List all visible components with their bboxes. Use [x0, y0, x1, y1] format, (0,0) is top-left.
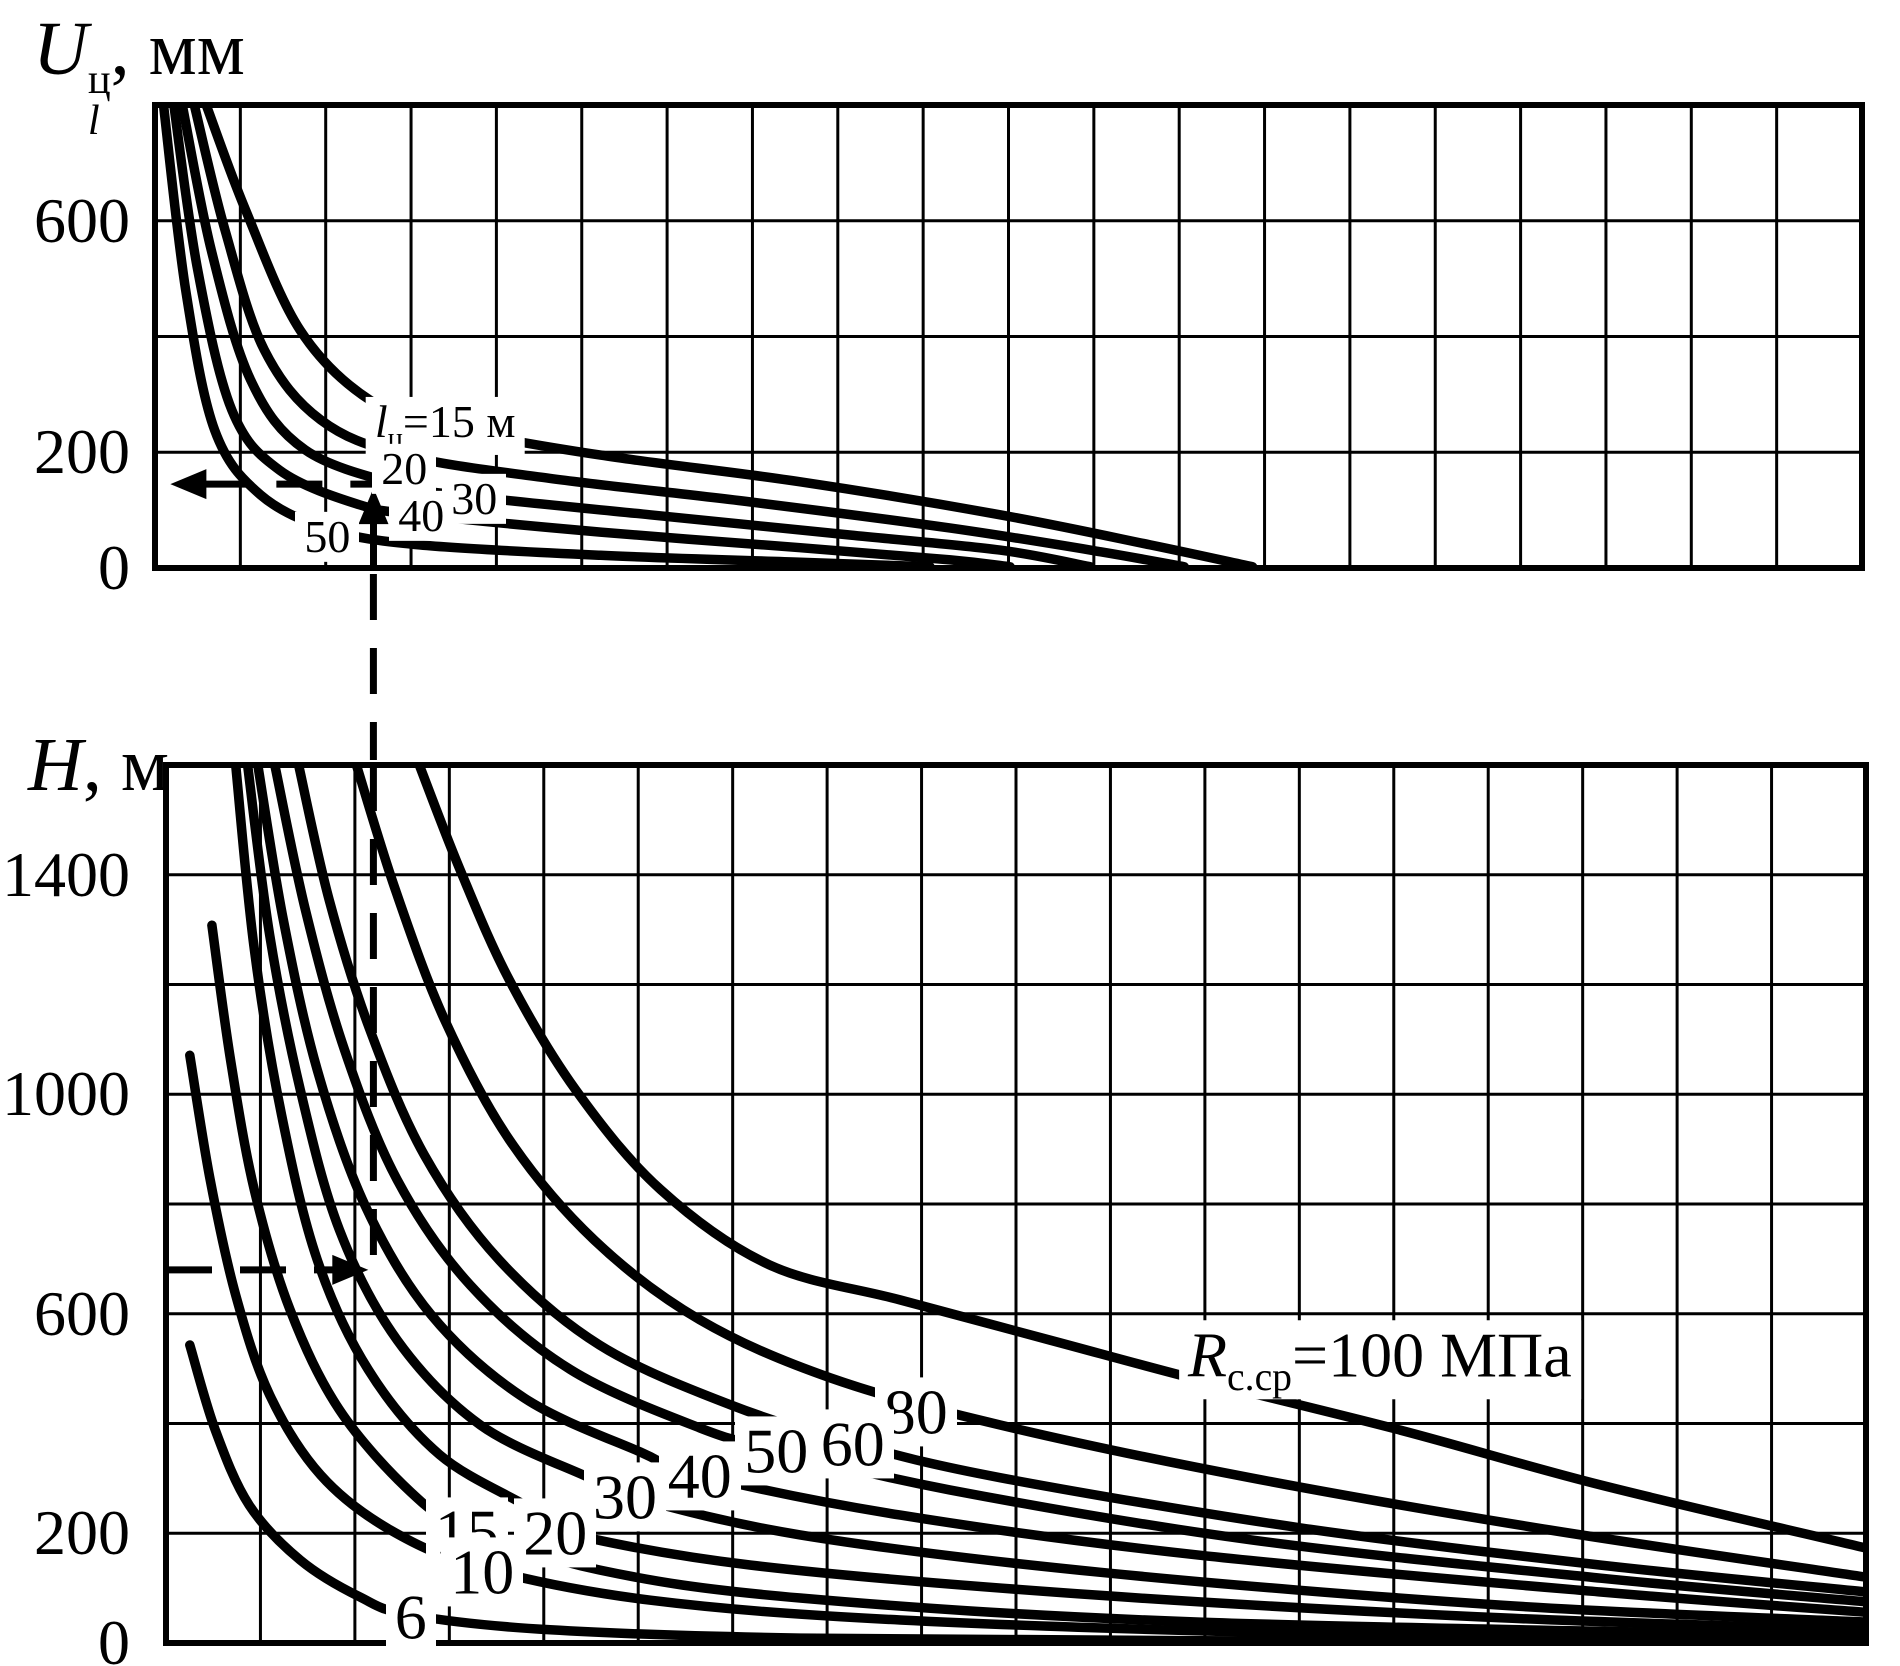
curve-R=100: [414, 764, 1867, 1553]
curve-R=40: [253, 764, 1867, 1618]
curve-label-R=10: 10: [441, 1537, 524, 1607]
curve-label-R=20: 20: [514, 1498, 597, 1568]
y-tick-label-0: 0: [98, 532, 130, 603]
top-axis-subscript: l: [87, 96, 100, 144]
curve-label-l=40: 40: [389, 490, 454, 542]
curve-R=80: [351, 764, 1867, 1582]
curve-label-l=50: 50: [295, 511, 360, 562]
curve-l=20: [189, 104, 1190, 569]
y-tick-label-600: 600: [34, 1277, 130, 1349]
curve-label-l=20: 20: [372, 443, 437, 495]
y-tick-label-0: 0: [98, 1607, 130, 1666]
curve-R=50: [270, 764, 1867, 1607]
y-tick-label-1000: 1000: [2, 1058, 130, 1130]
guide-arrowhead-right: [332, 1254, 369, 1285]
curve-label-l=30: 30: [442, 473, 507, 525]
guide-arrowhead-up: [358, 488, 389, 525]
bottom-axis-variable: H: [28, 723, 83, 807]
curve-label-R=6: 6: [385, 1582, 436, 1652]
curve-label-R=100: Rс.ср=100 МПа: [1178, 1320, 1581, 1400]
curve-label-R=60: 60: [811, 1409, 894, 1479]
y-tick-label-200: 200: [34, 1497, 130, 1569]
bottom-axis-units: , м: [82, 723, 169, 807]
bottom-depth-panel-border: [163, 762, 1869, 1646]
y-tick-label-600: 600: [34, 184, 130, 256]
bottom-depth-panel: [163, 762, 1869, 1646]
top-axis-superscript: ц: [87, 56, 111, 104]
curve-label-R=50: 50: [735, 1416, 818, 1486]
guide-arrowhead-left: [170, 469, 207, 500]
bottom-depth-panel-curves: [185, 764, 1867, 1644]
top-displacement-panel-border: [152, 102, 1865, 571]
curve-label-R=40: 40: [658, 1441, 741, 1511]
bottom-y-axis-title: H, м: [28, 722, 169, 809]
y-tick-label-200: 200: [34, 416, 130, 488]
top-axis-units: , мм: [110, 7, 245, 91]
curve-label-R=30: 30: [584, 1462, 666, 1532]
top-axis-variable: U: [33, 7, 88, 91]
curve-l=15: [201, 104, 1258, 569]
y-tick-label-1400: 1400: [2, 838, 130, 910]
